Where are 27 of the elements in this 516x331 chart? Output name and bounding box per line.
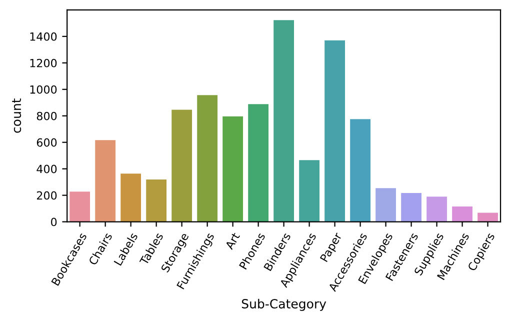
- y-axis-title: count: [12, 98, 22, 133]
- bar: [426, 196, 447, 222]
- bar: [95, 140, 116, 222]
- y-tick-label: 1200: [30, 58, 57, 68]
- bar: [299, 160, 320, 222]
- bar: [350, 119, 370, 222]
- bar: [324, 40, 345, 222]
- bar: [376, 188, 396, 222]
- bar: [172, 110, 192, 222]
- x-tick-label: Art: [224, 232, 240, 250]
- bar: [248, 104, 268, 222]
- y-tick-label: 200: [36, 191, 57, 200]
- y-tick-label: 800: [36, 112, 57, 120]
- bar: [120, 174, 142, 222]
- bar: [70, 192, 90, 222]
- y-tick-label: 1400: [30, 32, 57, 41]
- y-tick-label: 600: [36, 138, 57, 147]
- bar: [452, 206, 472, 222]
- x-axis-title: Sub-Category: [242, 298, 326, 311]
- bar: [197, 95, 218, 222]
- y-tick-label: 400: [36, 164, 57, 174]
- bar: [222, 116, 244, 222]
- bar: [401, 193, 422, 222]
- bar: [146, 180, 167, 222]
- bar: [274, 20, 294, 222]
- y-tick-label: 1000: [30, 85, 57, 94]
- y-tick-label: 0: [51, 218, 57, 226]
